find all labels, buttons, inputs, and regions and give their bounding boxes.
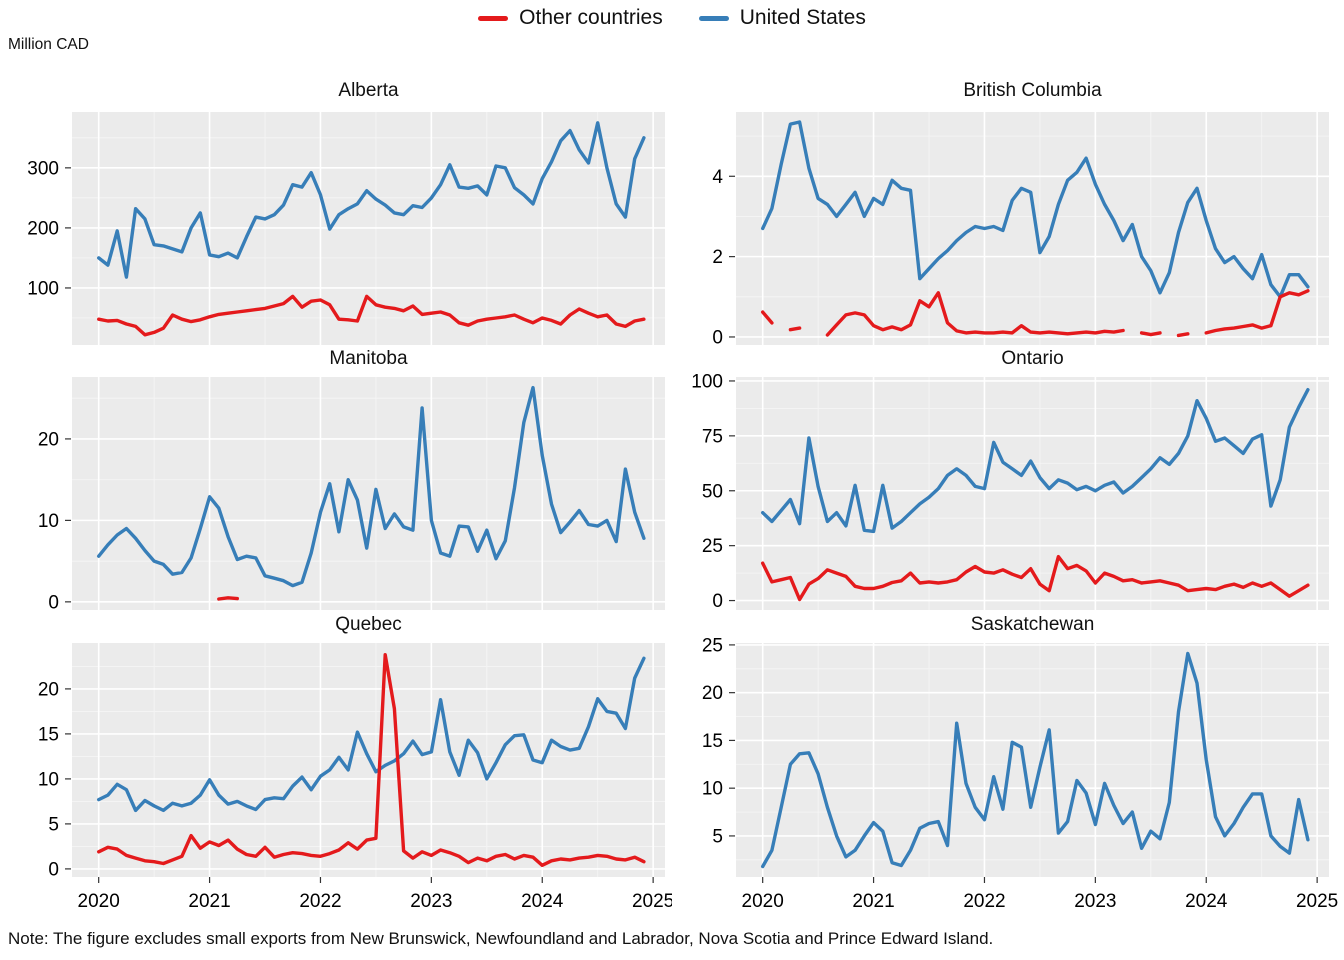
legend-label-united-states: United States: [739, 6, 866, 29]
y-axis-tick-label: 5: [712, 826, 723, 847]
other-countries-line: [97, 653, 646, 867]
facet-panel-british-columbia: 0 2 4: [712, 112, 1329, 346]
y-axis-tick-label: 15: [702, 731, 723, 752]
y-axis-tick-label: 0: [48, 859, 59, 880]
legend-label-other-countries: Other countries: [519, 6, 663, 29]
y-axis-tick-label: 20: [38, 429, 59, 450]
x-axis-tick-label: 2020: [78, 891, 120, 912]
x-axis-tick-label: 2021: [852, 891, 894, 912]
y-axis-tick-label: 15: [38, 724, 59, 745]
x-axis-tick-label: 2025: [1296, 891, 1338, 912]
other-countries-line: [761, 289, 1310, 338]
united-states-line: [97, 121, 646, 279]
y-axis-tick-label: 5: [48, 814, 59, 835]
facet-title-british-columbia: British Columbia: [963, 80, 1102, 101]
panel-background: [736, 643, 1329, 877]
y-axis-tick-label: 100: [27, 278, 59, 299]
y-axis-tick-label: 20: [38, 679, 59, 700]
x-axis-tick-label: 2021: [188, 891, 230, 912]
facet-title-manitoba: Manitoba: [329, 348, 408, 369]
other-countries-line: [761, 554, 1310, 602]
legend-item-other-countries: Other countries: [478, 6, 663, 30]
x-axis-tick-label: 2020: [742, 891, 784, 912]
other-countries-line: [217, 596, 239, 601]
y-axis-tick-label: 25: [702, 536, 723, 557]
legend: Other countries United States: [0, 6, 1344, 30]
y-axis-tick-label: 10: [38, 769, 59, 790]
panel-background: [736, 112, 1329, 345]
x-axis-tick-label: 2022: [963, 891, 1005, 912]
facet-panel-alberta: 100 200 300: [27, 112, 665, 345]
y-axis-unit-label: Million CAD: [8, 36, 89, 53]
x-axis-tick-label: 2024: [1185, 891, 1228, 912]
facet-title-alberta: Alberta: [338, 80, 399, 101]
facet-panel-ontario: 0 25 50 75 100: [691, 371, 1329, 612]
legend-swatch-other-countries-icon: [478, 15, 509, 21]
panel-background: [72, 377, 665, 610]
y-axis-tick-label: 0: [712, 327, 723, 346]
y-axis-tick-label: 2: [712, 247, 723, 268]
y-axis-tick-label: 300: [27, 158, 59, 179]
united-states-line: [97, 656, 646, 813]
x-axis-tick-label: 2024: [521, 891, 564, 912]
y-axis-tick-label: 20: [702, 683, 723, 704]
y-axis-tick-label: 50: [702, 481, 723, 502]
panel-background: [736, 377, 1329, 610]
legend-swatch-united-states-icon: [698, 15, 729, 21]
facet-panel-manitoba: 0 10 20: [38, 377, 665, 612]
x-axis-tick-label: 2022: [299, 891, 341, 912]
x-axis-tick-label: 2025: [632, 891, 672, 912]
y-axis-tick-label: 10: [38, 511, 59, 532]
footnote: Note: The figure excludes small exports …: [8, 929, 994, 948]
y-axis-tick-label: 0: [48, 592, 59, 612]
united-states-line: [761, 120, 1310, 299]
facet-title-saskatchewan: Saskatchewan: [970, 614, 1095, 635]
y-axis-tick-label: 75: [702, 426, 723, 447]
y-axis-tick-label: 4: [712, 167, 723, 188]
facet-title-ontario: Ontario: [1001, 348, 1064, 369]
y-axis-tick-label: 25: [702, 635, 723, 656]
x-axis-tick-label: 2023: [1074, 891, 1116, 912]
united-states-line: [761, 388, 1310, 534]
y-axis-tick-label: 0: [712, 591, 723, 612]
y-axis-tick-label: 200: [27, 218, 59, 239]
other-countries-line: [97, 294, 646, 337]
united-states-line: [97, 385, 646, 588]
y-axis-tick-label: 10: [702, 779, 723, 800]
y-axis-tick-label: 100: [691, 371, 723, 392]
united-states-line: [761, 651, 1310, 869]
legend-item-united-states: United States: [698, 6, 866, 30]
facet-title-quebec: Quebec: [335, 614, 402, 635]
x-axis-tick-label: 2023: [410, 891, 452, 912]
